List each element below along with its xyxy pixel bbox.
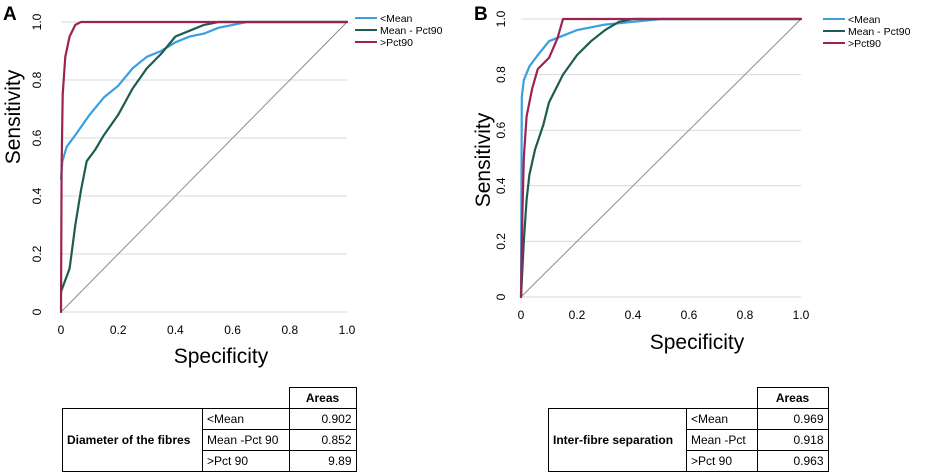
table-row-value: 0.963 (756, 450, 829, 472)
y-tick-label: 0.2 (494, 233, 508, 250)
series-line (59, 20, 349, 180)
areas-header: Areas (756, 387, 829, 409)
y-axis-title: Sensitivity (2, 69, 25, 164)
table-row-value: 9.89 (288, 450, 357, 472)
legend-label: Mean - Pct90 (380, 25, 443, 37)
y-tick-label: 0.4 (30, 187, 44, 204)
table-category-label: Inter-fibre separation (548, 408, 687, 472)
x-tick-label: 0.6 (681, 308, 698, 322)
x-tick-label: 0.4 (167, 323, 184, 337)
table-row-label: <Mean (202, 408, 290, 430)
reference-line (520, 18, 802, 298)
y-tick-label: 1.0 (30, 13, 44, 30)
table-row-label: Mean -Pct (686, 429, 758, 451)
areas-table-b: Areas Inter-fibre separation <Mean 0.969… (548, 387, 829, 472)
x-tick-label: 0.2 (569, 308, 586, 322)
legend-label: <Mean (848, 14, 881, 26)
legend-label: >Pct90 (380, 37, 413, 49)
areas-header: Areas (288, 387, 357, 409)
legend-label: >Pct90 (848, 38, 881, 50)
legend-label: <Mean (380, 13, 413, 25)
y-tick-label: 1.0 (494, 10, 508, 27)
table-row-label: Mean -Pct 90 (202, 429, 290, 451)
series-line (519, 17, 803, 299)
x-tick-label: 0.4 (625, 308, 642, 322)
x-tick-label: 0.6 (224, 323, 241, 337)
y-tick-label: 0 (494, 293, 508, 300)
x-axis-title: Specificity (650, 331, 745, 354)
table-row-value: 0.852 (288, 429, 357, 451)
table-row-label: >Pct 90 (686, 450, 758, 472)
x-tick-label: 0 (58, 323, 65, 337)
table-row-value: 0.969 (756, 408, 829, 430)
legend-label: Mean - Pct90 (848, 26, 911, 38)
y-tick-label: 0.8 (30, 71, 44, 88)
x-tick-label: 0.2 (110, 323, 127, 337)
panel-label: B (474, 4, 488, 25)
areas-table-a: Areas Diameter of the fibres <Mean 0.902… (62, 387, 357, 472)
y-axis-title: Sensitivity (472, 112, 495, 207)
y-tick-label: 0.6 (494, 122, 508, 139)
panel-label: A (3, 4, 17, 25)
y-tick-label: 0 (30, 308, 44, 315)
reference-line (60, 21, 348, 313)
y-tick-label: 0.2 (30, 245, 44, 262)
series-line (519, 17, 803, 299)
table-row-label: >Pct 90 (202, 450, 290, 472)
table-row-value: 0.918 (756, 429, 829, 451)
y-tick-label: 0.6 (30, 129, 44, 146)
x-tick-label: 1.0 (793, 308, 810, 322)
x-tick-label: 0.8 (281, 323, 298, 337)
table-row-value: 0.902 (288, 408, 357, 430)
x-tick-label: 0.8 (737, 308, 754, 322)
x-axis-title: Specificity (174, 345, 269, 368)
table-category-label: Diameter of the fibres (62, 408, 203, 472)
x-tick-label: 1.0 (339, 323, 356, 337)
series-line (59, 20, 349, 293)
table-row-label: <Mean (686, 408, 758, 430)
y-tick-label: 0.8 (494, 66, 508, 83)
series-line (519, 17, 803, 299)
y-tick-label: 0.4 (494, 177, 508, 194)
x-tick-label: 0 (518, 308, 525, 322)
series-line (59, 20, 349, 314)
